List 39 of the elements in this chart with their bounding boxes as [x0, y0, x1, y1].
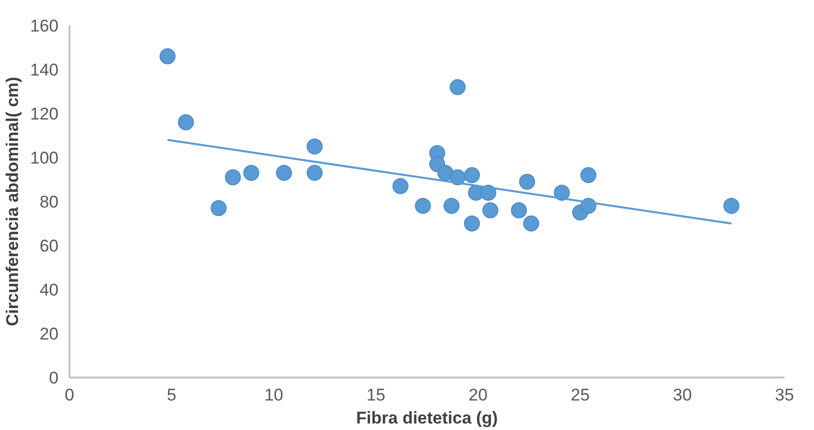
y-tick-label: 80: [40, 192, 59, 212]
point: [276, 164, 292, 181]
y-tick-label: 140: [30, 60, 59, 80]
x-axis-title: Fibra dietetica (g): [356, 408, 498, 428]
x-tick-label: 25: [570, 386, 590, 404]
point: [723, 198, 740, 214]
x-tick-label: 0: [64, 386, 74, 404]
point: [464, 167, 480, 184]
y-tick-label: 0: [49, 368, 59, 388]
y-tick-label: 160: [30, 16, 59, 36]
point: [510, 202, 527, 218]
x-tick-label: 15: [366, 386, 386, 404]
x-tick-label: 30: [672, 386, 692, 404]
point: [224, 169, 241, 186]
y-tick-label: 20: [40, 324, 59, 344]
x-tick-label: 35: [775, 386, 794, 404]
point: [464, 216, 480, 232]
point: [444, 198, 460, 214]
y-axis-title: Circunferencia abdominal( cm): [3, 76, 22, 326]
point: [178, 114, 194, 130]
point: [306, 138, 323, 154]
point: [243, 164, 260, 181]
point: [306, 164, 323, 181]
point: [523, 216, 540, 232]
point: [482, 202, 498, 218]
point: [160, 48, 176, 64]
point: [392, 178, 408, 194]
x-tick-label: 20: [468, 386, 488, 404]
y-tick-label: 40: [40, 280, 59, 300]
y-tick-label: 120: [30, 104, 59, 124]
point: [450, 79, 466, 96]
point: [414, 198, 431, 214]
y-tick-label: 100: [30, 148, 59, 168]
x-tick-label: 5: [166, 386, 176, 404]
x-tick-label: 10: [264, 386, 284, 404]
point: [580, 167, 596, 184]
point: [210, 200, 227, 216]
point: [519, 174, 536, 190]
y-tick-label: 60: [40, 236, 59, 256]
